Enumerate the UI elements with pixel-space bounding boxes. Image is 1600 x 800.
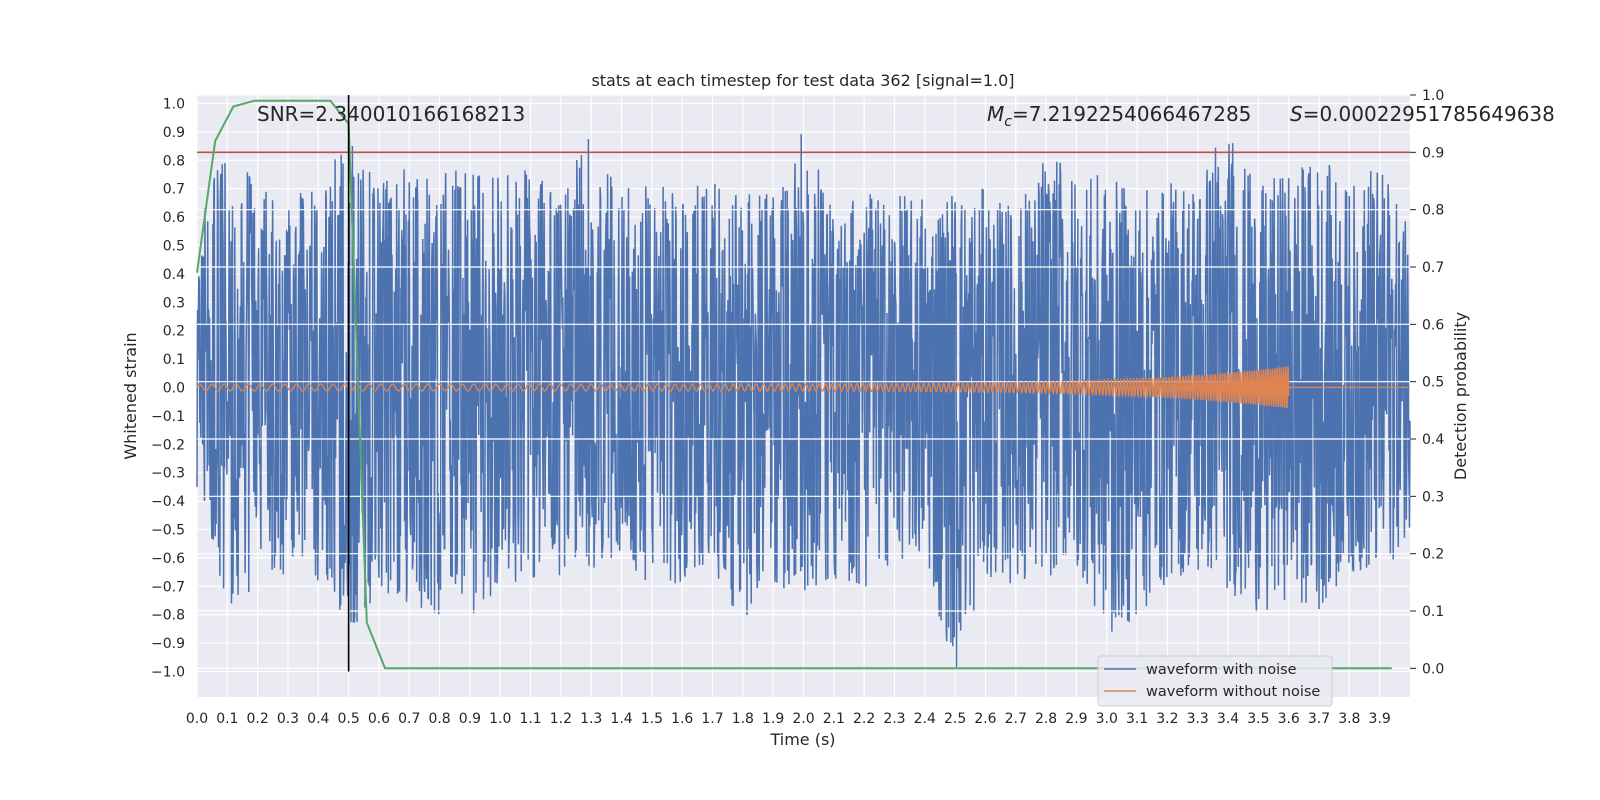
x-tick-label: 1.4 bbox=[610, 711, 632, 727]
y-left-tick-label: −0.9 bbox=[151, 636, 185, 652]
x-tick-label: 2.0 bbox=[792, 711, 814, 727]
y-right-tick-label: 0.1 bbox=[1422, 604, 1444, 620]
x-tick-label: 2.9 bbox=[1065, 711, 1087, 727]
x-tick-label: 0.0 bbox=[186, 711, 208, 727]
y-left-tick-label: 0.6 bbox=[163, 210, 185, 226]
y-right-tick-label: 0.6 bbox=[1422, 317, 1444, 333]
x-tick-label: 1.3 bbox=[580, 711, 602, 727]
y-left-tick-label: 0.5 bbox=[163, 239, 185, 255]
chirp-mass-value: =7.2192254066467285 bbox=[1012, 102, 1251, 126]
y-left-tick-label: −0.5 bbox=[151, 522, 185, 538]
x-tick-label: 2.4 bbox=[914, 711, 936, 727]
x-tick-label: 3.9 bbox=[1369, 711, 1391, 727]
y-left-tick-label: 0.2 bbox=[163, 324, 185, 340]
x-tick-label: 3.1 bbox=[1126, 711, 1148, 727]
detection-probability-series bbox=[196, 99, 1392, 670]
s-value: =0.00022951785649638 bbox=[1303, 102, 1555, 126]
y-left-tick-label: −0.8 bbox=[151, 608, 185, 624]
x-tick-label: 3.6 bbox=[1278, 711, 1300, 727]
y-left-tick-label: −0.2 bbox=[151, 437, 185, 453]
noisy-waveform-line bbox=[196, 134, 1411, 668]
x-tick-label: 0.9 bbox=[459, 711, 481, 727]
waveform-without-noise-series bbox=[196, 366, 1410, 409]
right-axis-grid bbox=[197, 94, 1410, 669]
x-tick-label: 0.3 bbox=[277, 711, 299, 727]
y-left-tick-label: −0.1 bbox=[151, 409, 185, 425]
chirp-mass-symbol: M bbox=[987, 102, 1004, 126]
waveform-with-noise-series bbox=[196, 134, 1411, 668]
y-left-tick-label: −0.3 bbox=[151, 466, 185, 482]
y-left-tick-label: 0.4 bbox=[163, 267, 185, 283]
x-tick-label: 1.8 bbox=[732, 711, 754, 727]
s-symbol: S bbox=[1290, 102, 1303, 126]
x-tick-label: 2.7 bbox=[1005, 711, 1027, 727]
s-annotation: S=0.00022951785649638 bbox=[1290, 102, 1555, 126]
clean-waveform-line bbox=[196, 366, 1410, 409]
x-tick-label: 3.2 bbox=[1156, 711, 1178, 727]
y-axis-right-ticks: 1.0 0.9 0.8 0.7 0.6 0.5 0.4 0.3 0.2 0.1 0.0 bbox=[1410, 88, 1444, 677]
x-tick-label: 1.5 bbox=[641, 711, 663, 727]
x-tick-label: 2.1 bbox=[823, 711, 845, 727]
y-right-tick-label: 0.5 bbox=[1422, 375, 1444, 391]
x-tick-label: 3.5 bbox=[1247, 711, 1269, 727]
legend-label-clean: waveform without noise bbox=[1146, 684, 1320, 700]
y-right-tick-label: 1.0 bbox=[1422, 88, 1444, 104]
x-tick-label: 3.0 bbox=[1096, 711, 1118, 727]
detection-probability-line bbox=[196, 99, 1392, 670]
y-right-tick-label: 0.7 bbox=[1422, 260, 1444, 276]
x-tick-label: 2.3 bbox=[883, 711, 905, 727]
x-tick-label: 0.2 bbox=[247, 711, 269, 727]
x-tick-label: 0.6 bbox=[368, 711, 390, 727]
y-left-tick-label: 1.0 bbox=[163, 97, 185, 113]
x-tick-label: 0.4 bbox=[307, 711, 329, 727]
y-right-tick-label: 0.0 bbox=[1422, 661, 1444, 677]
x-tick-label: 2.8 bbox=[1035, 711, 1057, 727]
legend: waveform with noise waveform without noi… bbox=[1097, 655, 1333, 707]
x-tick-label: 1.9 bbox=[762, 711, 784, 727]
y-right-tick-label: 0.3 bbox=[1422, 489, 1444, 505]
x-tick-label: 3.4 bbox=[1217, 711, 1239, 727]
x-axis-ticks: 0.0 0.1 0.2 0.3 0.4 0.5 0.6 0.7 0.8 0.9 1.0 1.1 1.2 1… bbox=[186, 711, 1391, 727]
y-right-tick-label: 0.2 bbox=[1422, 547, 1444, 563]
x-tick-label: 2.5 bbox=[944, 711, 966, 727]
y-right-tick-label: 0.4 bbox=[1422, 432, 1444, 448]
x-tick-label: 2.6 bbox=[974, 711, 996, 727]
chirp-mass-subscript: c bbox=[1004, 114, 1012, 130]
chart-title: stats at each timestep for test data 362… bbox=[591, 71, 1014, 90]
x-tick-label: 1.1 bbox=[519, 711, 541, 727]
y-left-tick-label: 0.0 bbox=[163, 380, 185, 396]
y-right-tick-label: 0.9 bbox=[1422, 145, 1444, 161]
chirp-mass-annotation: Mc=7.2192254066467285 bbox=[987, 102, 1251, 130]
y-axis-left-label: Whitened strain bbox=[121, 332, 140, 459]
x-tick-label: 1.0 bbox=[489, 711, 511, 727]
y-left-tick-label: −1.0 bbox=[151, 664, 185, 680]
y-left-tick-label: 0.7 bbox=[163, 182, 185, 198]
y-left-tick-label: 0.9 bbox=[163, 125, 185, 141]
y-left-tick-label: 0.1 bbox=[163, 352, 185, 368]
x-tick-label: 0.8 bbox=[428, 711, 450, 727]
y-right-tick-label: 0.8 bbox=[1422, 203, 1444, 219]
y-left-tick-label: −0.7 bbox=[151, 579, 185, 595]
x-tick-label: 3.3 bbox=[1187, 711, 1209, 727]
x-tick-label: 1.7 bbox=[701, 711, 723, 727]
x-tick-label: 3.8 bbox=[1338, 711, 1360, 727]
y-left-tick-label: −0.4 bbox=[151, 494, 185, 510]
y-axis-left-ticks: 1.0 0.9 0.8 0.7 0.6 0.5 0.4 0.3 0.2 0.1 0.0 −0.1 −0.… bbox=[151, 97, 185, 681]
y-left-tick-label: 0.3 bbox=[163, 295, 185, 311]
x-tick-label: 0.1 bbox=[216, 711, 238, 727]
legend-label-noisy: waveform with noise bbox=[1146, 662, 1297, 678]
x-tick-label: 1.6 bbox=[671, 711, 693, 727]
x-tick-label: 2.2 bbox=[853, 711, 875, 727]
x-axis-label: Time (s) bbox=[769, 730, 835, 749]
x-tick-label: 1.2 bbox=[550, 711, 572, 727]
snr-annotation: SNR=2.340010166168213 bbox=[257, 102, 525, 126]
legend-box bbox=[1097, 655, 1333, 707]
y-left-tick-label: −0.6 bbox=[151, 551, 185, 567]
x-tick-label: 0.5 bbox=[337, 711, 359, 727]
x-tick-label: 3.7 bbox=[1308, 711, 1330, 727]
y-left-tick-label: 0.8 bbox=[163, 153, 185, 169]
y-axis-right-label: Detection probability bbox=[1451, 312, 1470, 480]
x-tick-label: 0.7 bbox=[398, 711, 420, 727]
